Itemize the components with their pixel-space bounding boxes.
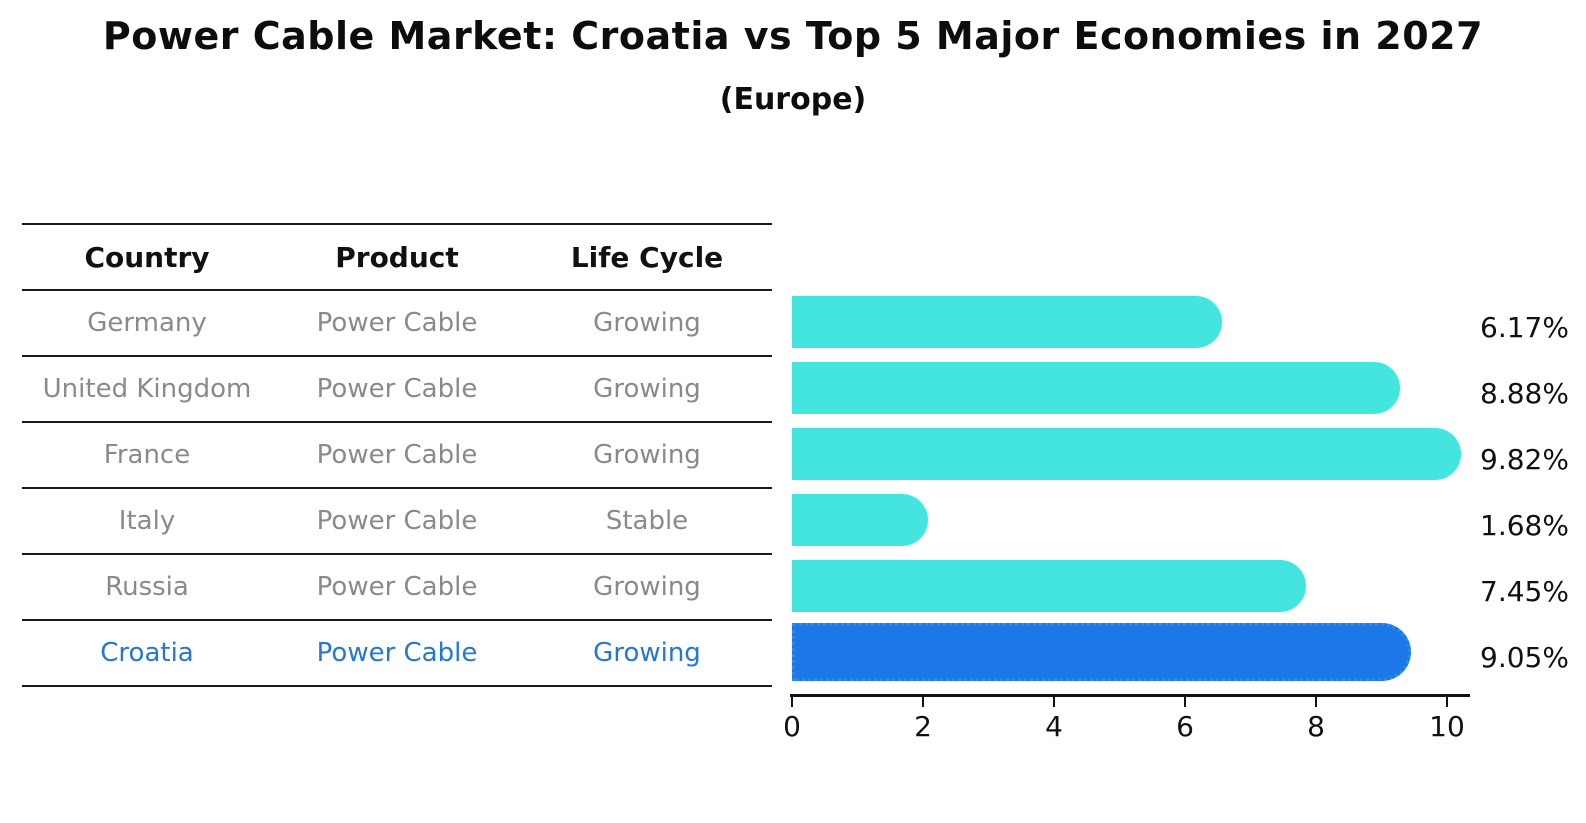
x-axis-tick-label: 4 <box>1045 710 1063 743</box>
value-label: 1.68% <box>1480 509 1569 542</box>
x-axis-tick-label: 0 <box>783 710 801 743</box>
x-axis-tick <box>1053 697 1055 707</box>
table-cell-product: Power Cable <box>316 638 478 668</box>
x-axis-tick <box>1315 697 1317 707</box>
table-header-life-cycle: Life Cycle <box>570 240 724 274</box>
bar <box>792 494 929 546</box>
bar <box>792 428 1462 480</box>
table-cell-life-cycle: Growing <box>593 572 701 602</box>
x-axis-tick-label: 2 <box>914 710 932 743</box>
table-cell-life-cycle: Growing <box>593 308 701 338</box>
value-label: 9.82% <box>1480 443 1569 476</box>
table-cell-life-cycle: Growing <box>593 638 701 668</box>
x-axis-tick <box>1446 697 1448 707</box>
value-label: 6.17% <box>1480 311 1569 344</box>
table-header-product: Product <box>335 240 459 274</box>
table-cell-product: Power Cable <box>316 440 478 470</box>
value-label: 7.45% <box>1480 575 1569 608</box>
table-row: Italy Power Cable Stable <box>22 489 772 555</box>
table-cell-product: Power Cable <box>316 308 478 338</box>
table-cell-country: Italy <box>118 506 176 536</box>
table-cell-country: France <box>103 440 191 470</box>
table-header-row: Country Product Life Cycle <box>22 223 772 291</box>
value-label: 9.05% <box>1480 641 1569 674</box>
table-body: Germany Power Cable Growing United Kingd… <box>22 291 772 687</box>
table-cell-product: Power Cable <box>316 572 478 602</box>
table-cell-life-cycle: Growing <box>593 440 701 470</box>
bar <box>792 362 1400 414</box>
bar-highlighted <box>792 623 1411 681</box>
country-table: Country Product Life Cycle Germany Power… <box>22 223 772 687</box>
table-row: Russia Power Cable Growing <box>22 555 772 621</box>
table-cell-country: United Kingdom <box>42 374 252 404</box>
table-cell-life-cycle: Growing <box>593 374 701 404</box>
bar <box>792 296 1223 348</box>
x-axis-line <box>790 694 1470 697</box>
table-cell-product: Power Cable <box>316 374 478 404</box>
table-row: Germany Power Cable Growing <box>22 291 772 357</box>
table-cell-country: Germany <box>87 308 207 338</box>
bar <box>792 560 1306 612</box>
value-label: 8.88% <box>1480 377 1569 410</box>
x-axis-tick-label: 10 <box>1429 710 1465 743</box>
x-axis-tick-label: 8 <box>1307 710 1325 743</box>
x-axis-tick <box>791 697 793 707</box>
x-axis-tick-label: 6 <box>1176 710 1194 743</box>
table-row: Croatia Power Cable Growing <box>22 621 772 687</box>
x-axis-tick <box>922 697 924 707</box>
table-cell-life-cycle: Stable <box>605 506 689 536</box>
table-header-country: Country <box>84 240 210 274</box>
table-row: United Kingdom Power Cable Growing <box>22 357 772 423</box>
table-row: France Power Cable Growing <box>22 423 772 489</box>
table-cell-product: Power Cable <box>316 506 478 536</box>
table-cell-country: Russia <box>105 572 189 602</box>
table-cell-country: Croatia <box>100 638 194 668</box>
chart-subtitle: (Europe) <box>719 82 867 117</box>
chart-title: Power Cable Market: Croatia vs Top 5 Maj… <box>102 14 1484 58</box>
x-axis-tick <box>1184 697 1186 707</box>
